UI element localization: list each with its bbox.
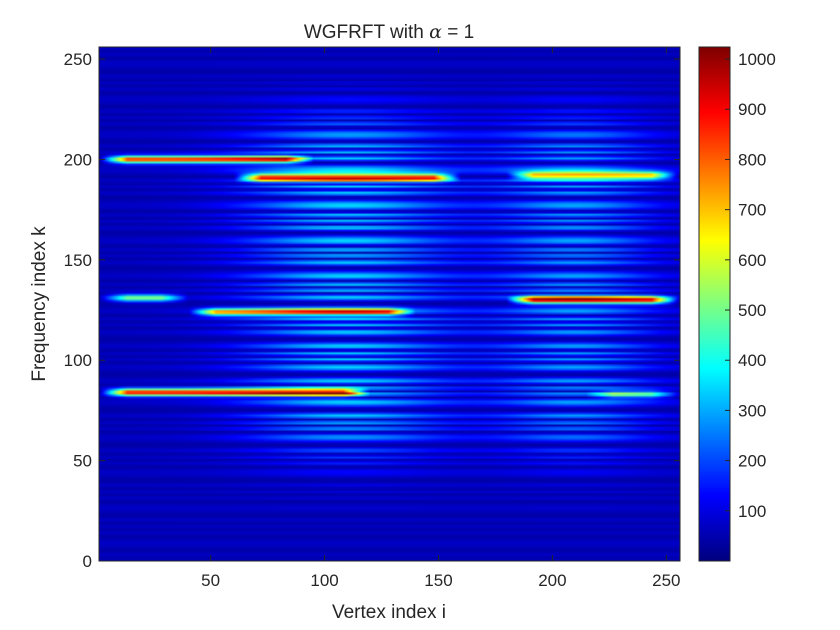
y-tick-label: 150 xyxy=(64,251,92,270)
colorbar-tick-label: 600 xyxy=(738,251,766,270)
colorbar-tick-label: 500 xyxy=(738,301,766,320)
colorbar-tick-label: 800 xyxy=(738,150,766,169)
colorbar-tick-label: 100 xyxy=(738,502,766,521)
x-axis-label: Vertex index i xyxy=(332,602,446,623)
x-tick-label: 50 xyxy=(201,571,220,590)
colorbar-tick-label: 900 xyxy=(738,100,766,119)
y-tick-label: 200 xyxy=(64,150,92,169)
title-suffix: = 1 xyxy=(442,22,474,43)
colorbar-ticks: 100 200 300 400 500 600 700 800 900 1000 xyxy=(725,50,776,521)
colorbar-tick-label: 200 xyxy=(738,452,766,471)
plot-frame xyxy=(98,46,681,562)
heatmap-plot xyxy=(99,47,680,561)
y-axis-ticks: 0 50 100 150 200 250 xyxy=(64,50,680,571)
chart-title: WGFRFT with α = 1 xyxy=(304,21,474,43)
y-tick-label: 250 xyxy=(64,50,92,69)
y-tick-label: 50 xyxy=(73,452,92,471)
colorbar-tick-label: 700 xyxy=(738,201,766,220)
title-prefix: WGFRFT with xyxy=(304,22,429,43)
colorbar-tick-label: 400 xyxy=(738,351,766,370)
title-alpha-symbol: α xyxy=(429,21,442,43)
x-tick-label: 150 xyxy=(424,571,452,590)
colorbar-tick-label: 300 xyxy=(738,401,766,420)
x-tick-label: 100 xyxy=(310,571,338,590)
y-tick-label: 0 xyxy=(83,552,92,571)
y-axis-label: Frequency index k xyxy=(29,226,50,382)
colorbar-frame xyxy=(698,46,731,562)
x-tick-label: 200 xyxy=(538,571,566,590)
colorbar xyxy=(699,47,730,561)
colorbar-tick-label: 1000 xyxy=(738,50,776,69)
y-tick-label: 100 xyxy=(64,351,92,370)
x-axis-ticks: 50 100 150 200 250 xyxy=(201,47,681,590)
x-tick-label: 250 xyxy=(652,571,680,590)
